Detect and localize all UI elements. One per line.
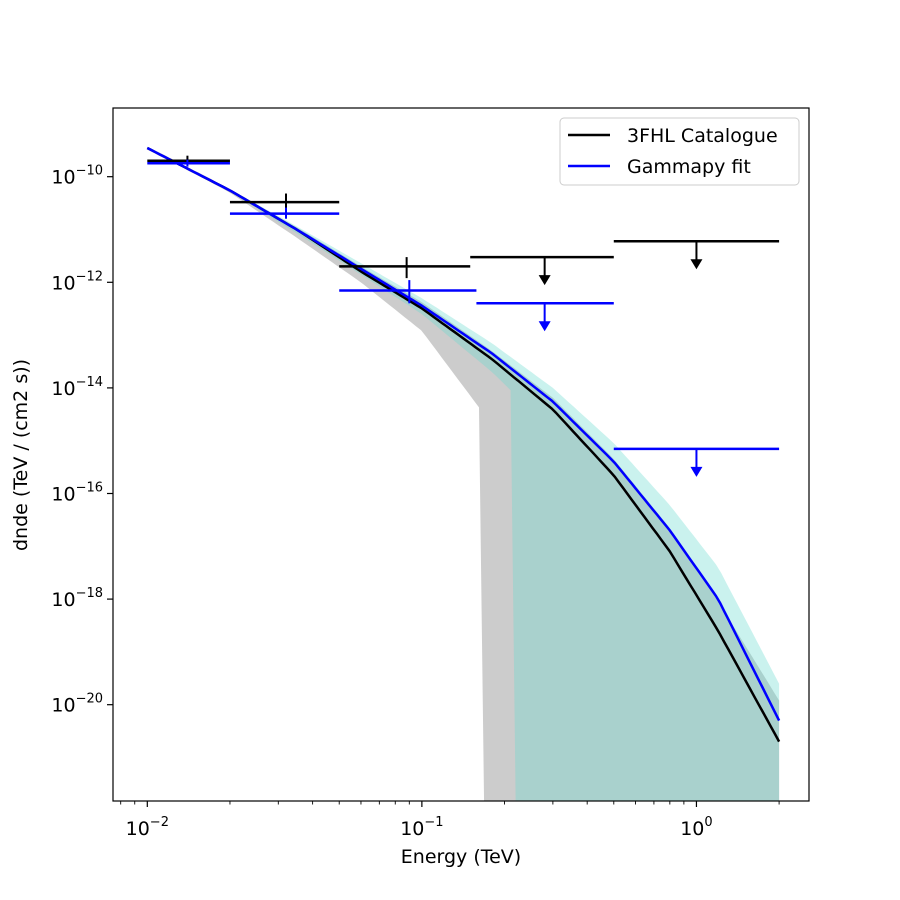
model-lines bbox=[146, 146, 781, 743]
legend-box bbox=[559, 117, 800, 186]
flux-points bbox=[147, 155, 780, 477]
upper-limit-arrow bbox=[538, 321, 551, 332]
x-tick-label: 100 bbox=[680, 815, 712, 840]
y-tick-label: 10−16 bbox=[51, 480, 103, 505]
confidence-bands bbox=[147, 147, 780, 801]
flux-point-gammapy bbox=[229, 207, 340, 219]
x-tick-label: 10−1 bbox=[400, 815, 443, 840]
x-tick-label: 10−2 bbox=[126, 815, 169, 840]
y-axis-ticks: 10−10 10−12 10−14 10−16 10−18 10−20 bbox=[51, 164, 113, 717]
y-tick-label: 10−20 bbox=[51, 692, 103, 717]
x-axis-label: Energy (TeV) bbox=[401, 846, 521, 868]
y-tick-label: 10−12 bbox=[51, 269, 103, 294]
y-axis-label: dnde (TeV / (cm2 s)) bbox=[10, 359, 32, 551]
y-tick-label: 10−10 bbox=[51, 164, 103, 189]
upper-limit-arrow bbox=[690, 259, 703, 270]
upper-limit-arrow bbox=[538, 275, 551, 286]
legend-label-gammapy: Gammapy fit bbox=[627, 156, 751, 178]
band-3fhl bbox=[147, 147, 780, 801]
plot-frame bbox=[112, 107, 810, 802]
line-gammapy bbox=[146, 146, 781, 722]
flux-point-gammapy bbox=[339, 280, 477, 304]
x-axis-ticks: 10−2 10−1 100 bbox=[120, 801, 780, 840]
flux-point-gammapy bbox=[147, 159, 230, 167]
flux-point-3fhl bbox=[613, 239, 780, 270]
legend-label-3fhl: 3FHL Catalogue bbox=[627, 125, 778, 147]
y-tick-label: 10−18 bbox=[51, 586, 103, 611]
flux-point-gammapy bbox=[613, 447, 780, 477]
legend: 3FHL Catalogue Gammapy fit bbox=[559, 117, 800, 186]
flux-point-3fhl bbox=[339, 257, 471, 279]
band-gammapy bbox=[147, 147, 780, 801]
y-tick-label: 10−14 bbox=[51, 375, 103, 400]
upper-limit-arrow bbox=[690, 466, 703, 477]
flux-point-3fhl bbox=[470, 255, 614, 286]
flux-point-gammapy bbox=[476, 302, 614, 332]
